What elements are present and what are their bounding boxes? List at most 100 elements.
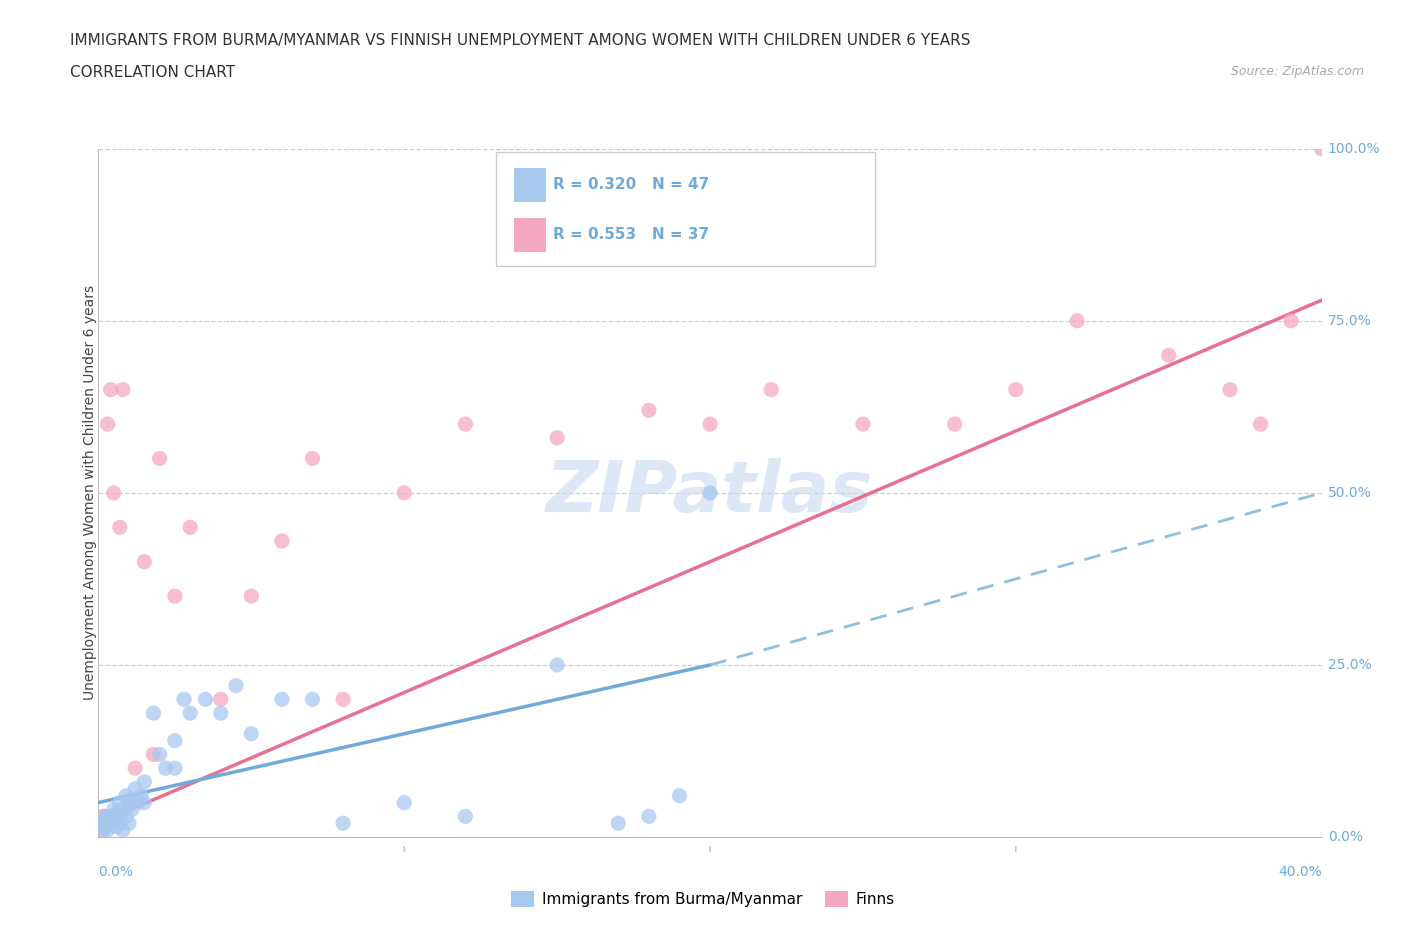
Point — [108, 520, 131, 535]
Point — [89, 823, 111, 838]
Point — [332, 816, 354, 830]
Point — [97, 417, 120, 432]
Point — [105, 819, 128, 834]
Text: R = 0.320   N = 47: R = 0.320 N = 47 — [554, 177, 710, 193]
Point — [637, 809, 661, 824]
Point — [93, 809, 115, 824]
Point — [111, 823, 134, 838]
Point — [1004, 382, 1026, 397]
FancyBboxPatch shape — [515, 168, 546, 202]
Point — [699, 417, 721, 432]
Point — [134, 775, 156, 790]
Text: ZIPatlas: ZIPatlas — [547, 458, 873, 527]
Text: 40.0%: 40.0% — [1278, 865, 1322, 879]
Point — [163, 761, 186, 776]
Point — [607, 816, 630, 830]
Text: 100.0%: 100.0% — [1327, 141, 1381, 156]
Point — [392, 485, 416, 500]
Point — [194, 692, 217, 707]
Point — [93, 819, 115, 834]
Point — [179, 706, 201, 721]
Point — [142, 747, 165, 762]
Text: 25.0%: 25.0% — [1327, 658, 1371, 672]
Point — [852, 417, 875, 432]
Text: Source: ZipAtlas.com: Source: ZipAtlas.com — [1230, 65, 1364, 78]
Point — [301, 451, 323, 466]
Point — [332, 692, 354, 707]
Point — [1219, 382, 1241, 397]
Point — [97, 813, 120, 828]
Text: 0.0%: 0.0% — [98, 865, 134, 879]
Y-axis label: Unemployment Among Women with Children Under 6 years: Unemployment Among Women with Children U… — [83, 286, 97, 700]
Point — [118, 816, 141, 830]
Point — [115, 809, 138, 824]
Point — [91, 823, 114, 838]
Point — [240, 726, 263, 741]
Point — [108, 795, 131, 810]
Point — [155, 761, 177, 776]
Legend: Immigrants from Burma/Myanmar, Finns: Immigrants from Burma/Myanmar, Finns — [505, 884, 901, 913]
Point — [149, 451, 172, 466]
Point — [118, 795, 141, 810]
Point — [111, 802, 134, 817]
Text: 0.0%: 0.0% — [1327, 830, 1362, 844]
Point — [637, 403, 661, 418]
Point — [179, 520, 201, 535]
Point — [105, 805, 128, 820]
Point — [1279, 313, 1302, 328]
Point — [225, 678, 247, 693]
Point — [301, 692, 323, 707]
Point — [100, 382, 122, 397]
Point — [127, 795, 149, 810]
Point — [454, 417, 477, 432]
Point — [108, 816, 131, 830]
Point — [103, 802, 125, 817]
Point — [454, 809, 477, 824]
Point — [668, 789, 690, 804]
Point — [94, 816, 117, 830]
Point — [97, 823, 120, 838]
Point — [121, 802, 143, 817]
Point — [91, 809, 114, 824]
Point — [163, 589, 186, 604]
Text: IMMIGRANTS FROM BURMA/MYANMAR VS FINNISH UNEMPLOYMENT AMONG WOMEN WITH CHILDREN : IMMIGRANTS FROM BURMA/MYANMAR VS FINNISH… — [70, 33, 970, 47]
Point — [90, 816, 112, 830]
Point — [546, 431, 568, 445]
Point — [761, 382, 783, 397]
Point — [124, 761, 146, 776]
Point — [240, 589, 263, 604]
Point — [100, 809, 122, 824]
Point — [134, 554, 156, 569]
Point — [118, 795, 141, 810]
Point — [1250, 417, 1272, 432]
Point — [699, 485, 721, 500]
FancyBboxPatch shape — [496, 153, 875, 266]
Point — [163, 733, 186, 748]
Point — [90, 816, 112, 830]
Text: 50.0%: 50.0% — [1327, 485, 1371, 500]
Point — [270, 534, 294, 549]
Point — [103, 485, 125, 500]
Point — [392, 795, 416, 810]
Point — [546, 658, 568, 672]
Point — [270, 692, 294, 707]
FancyBboxPatch shape — [515, 219, 546, 252]
Text: CORRELATION CHART: CORRELATION CHART — [70, 65, 235, 80]
Point — [149, 747, 172, 762]
Point — [173, 692, 195, 707]
Point — [1066, 313, 1088, 328]
Point — [124, 781, 146, 796]
Point — [93, 809, 115, 824]
Point — [142, 706, 165, 721]
Point — [129, 789, 152, 804]
Point — [111, 382, 134, 397]
Point — [943, 417, 966, 432]
Point — [103, 816, 125, 830]
Point — [209, 706, 232, 721]
Point — [1310, 141, 1333, 156]
Point — [1157, 348, 1180, 363]
Text: R = 0.553   N = 37: R = 0.553 N = 37 — [554, 227, 710, 243]
Point — [209, 692, 232, 707]
Text: 75.0%: 75.0% — [1327, 313, 1371, 328]
Point — [134, 795, 156, 810]
